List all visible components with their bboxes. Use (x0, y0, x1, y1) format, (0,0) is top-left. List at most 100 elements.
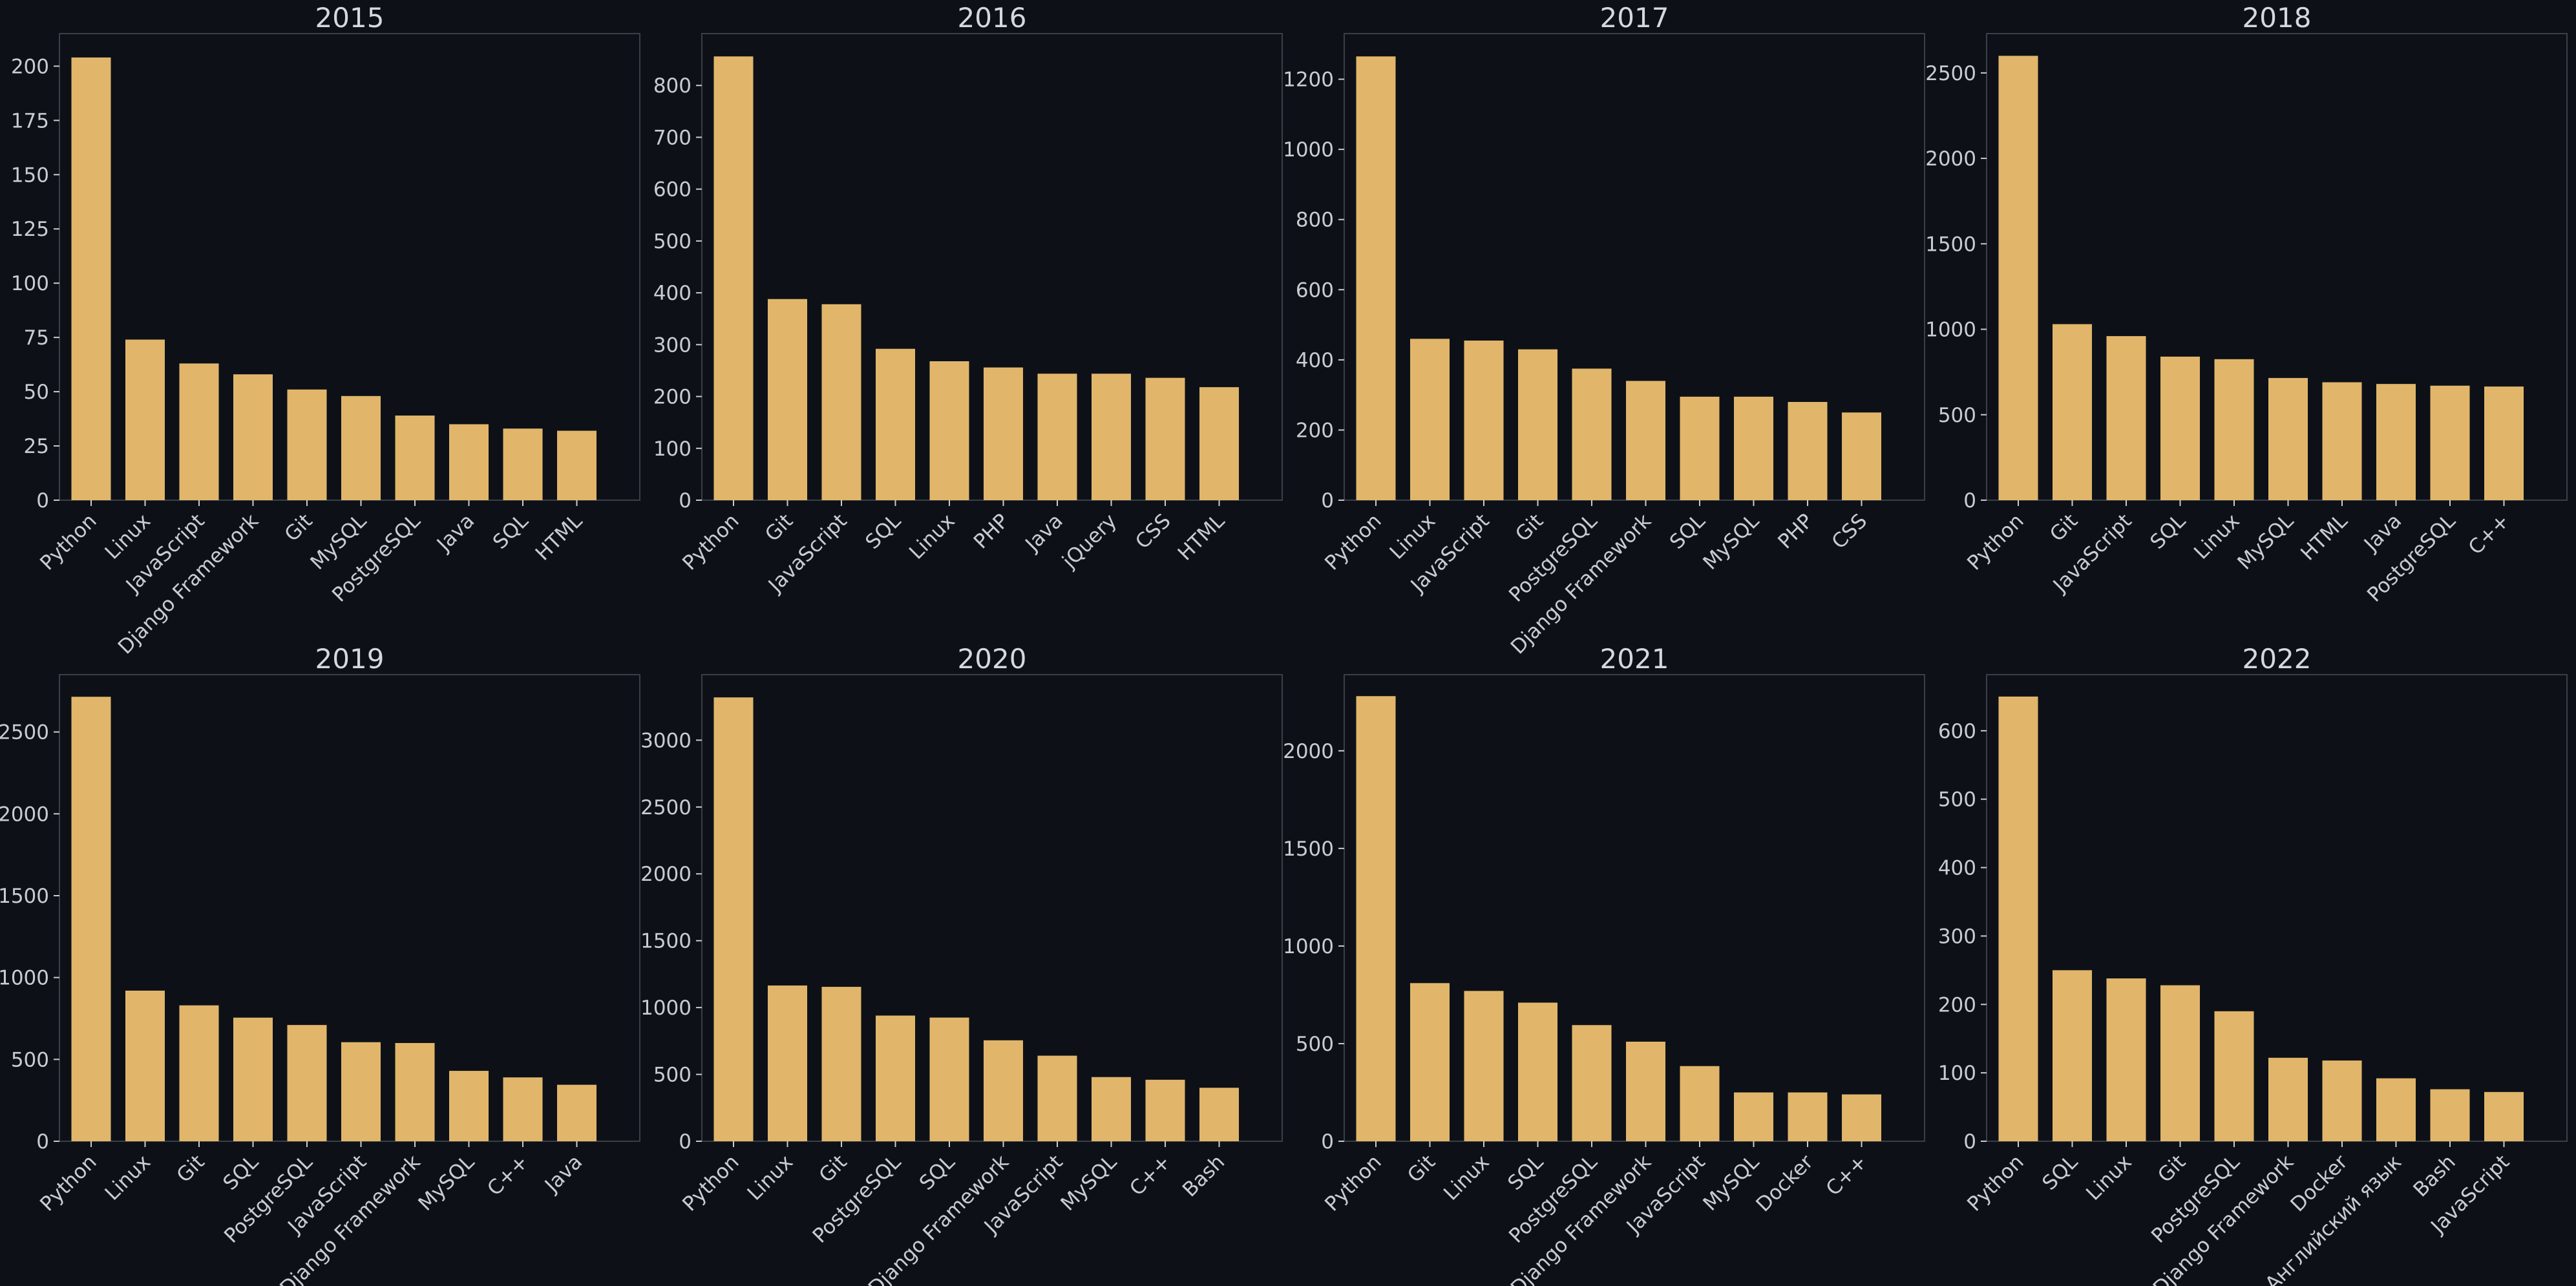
bar-git (821, 987, 861, 1141)
bar-c- (1145, 1079, 1185, 1141)
bar-sql (233, 1017, 273, 1141)
x-tick-label: HTML (531, 509, 587, 565)
bar-bash (2430, 1089, 2470, 1141)
x-tick-label: Git (280, 509, 317, 546)
bar-javascript (341, 1042, 381, 1141)
y-tick-label: 2000 (640, 863, 692, 886)
x-tick-label: Java (432, 509, 479, 556)
x-tick-label: Linux (1439, 1150, 1494, 1205)
bar-java (2376, 384, 2416, 500)
chart-title: 2016 (958, 2, 1027, 34)
bar-postgresql (1572, 368, 1612, 500)
y-tick-label: 1200 (1283, 69, 1334, 92)
bar-linux (1464, 991, 1504, 1141)
x-tick-label: Python (678, 509, 743, 574)
bar-javascript (1037, 1055, 1077, 1141)
y-tick-label: 100 (653, 437, 692, 461)
y-tick-label: 0 (36, 489, 49, 512)
bar-php (984, 367, 1023, 500)
y-tick-label: 400 (1296, 349, 1334, 372)
y-tick-label: 1500 (640, 930, 692, 953)
y-tick-label: 300 (1938, 925, 1976, 948)
chart-title: 2015 (315, 2, 385, 34)
y-tick-label: 800 (1296, 209, 1334, 232)
y-tick-label: 200 (1938, 993, 1976, 1017)
y-tick-label: 1500 (0, 885, 49, 908)
x-tick-label: Python (1963, 1150, 2028, 1216)
bar-git (768, 299, 807, 500)
y-tick-label: 75 (24, 326, 49, 350)
y-tick-label: 50 (24, 381, 49, 404)
bar-linux (929, 361, 969, 500)
bar-git (2160, 985, 2200, 1141)
bar-javascript (1464, 341, 1504, 500)
x-tick-label: SQL (218, 1150, 263, 1195)
bar-postgresql (287, 1025, 327, 1141)
bar-docker (2322, 1060, 2362, 1141)
y-tick-label: 200 (1296, 419, 1334, 442)
x-tick-label: Git (2045, 509, 2082, 546)
bar-git (287, 389, 327, 500)
bar-python (71, 697, 111, 1141)
x-tick-label: MySQL (2233, 509, 2298, 574)
x-tick-label: Git (815, 1150, 852, 1187)
x-tick-label: MySQL (1698, 509, 1764, 574)
x-tick-label: Bash (2409, 1150, 2460, 1201)
y-tick-label: 2500 (0, 721, 49, 744)
bar-php (1788, 402, 1828, 500)
bar-mysql (1734, 1092, 1773, 1141)
bar-c- (1842, 1094, 1881, 1141)
x-tick-label: Git (1511, 509, 1548, 546)
x-tick-label: SQL (2038, 1150, 2082, 1195)
bar-java (557, 1084, 596, 1141)
x-tick-label: HTML (1174, 509, 1230, 565)
y-tick-label: 175 (11, 109, 49, 132)
y-tick-label: 25 (24, 435, 49, 458)
y-tick-label: 0 (1321, 489, 1334, 512)
y-tick-label: 2500 (1925, 62, 1976, 85)
y-tick-label: 1000 (1925, 319, 1976, 342)
bar-javascript (821, 304, 861, 500)
x-tick-label: MySQL (414, 1150, 479, 1216)
bar-linux (768, 985, 807, 1141)
y-tick-label: 600 (653, 178, 692, 202)
bar-git (1518, 349, 1557, 500)
y-tick-label: 400 (653, 282, 692, 305)
bar-javascript (2106, 336, 2146, 500)
y-tick-label: 300 (653, 333, 692, 357)
chart-title: 2018 (2243, 2, 2312, 34)
y-tick-label: 400 (1938, 857, 1976, 880)
bar-git (2053, 324, 2092, 500)
y-tick-label: 100 (11, 272, 49, 295)
bar-javascript (179, 363, 219, 500)
x-tick-label: CSS (1828, 509, 1872, 554)
x-tick-label: Docker (1751, 1150, 1817, 1216)
y-tick-label: 2000 (0, 803, 49, 826)
x-tick-label: CSS (1131, 509, 1176, 554)
bar-postgresql (876, 1015, 915, 1141)
x-tick-label: SQL (861, 509, 905, 554)
bar-django-framework (395, 1043, 435, 1141)
x-tick-label: Git (761, 509, 797, 546)
bar-bash (1199, 1088, 1239, 1141)
x-tick-label: Linux (905, 509, 960, 564)
y-tick-label: 150 (11, 163, 49, 187)
chart-panel-2015: 20150255075100125150175200PythonLinuxJav… (11, 2, 640, 659)
x-tick-label: Bash (1178, 1150, 1229, 1201)
chart-title: 2020 (958, 643, 1027, 675)
bar-mysql (1092, 1077, 1131, 1141)
y-tick-label: 700 (653, 126, 692, 149)
bar-html (557, 430, 596, 500)
bar-css (1842, 412, 1881, 500)
x-tick-label: C++ (1822, 1150, 1872, 1201)
y-tick-label: 800 (653, 74, 692, 98)
bar-python (1356, 696, 1396, 1141)
bar-linux (125, 339, 165, 500)
x-tick-label: Linux (101, 1150, 156, 1205)
chart-title: 2021 (1600, 643, 1669, 675)
bar-python (713, 697, 754, 1141)
